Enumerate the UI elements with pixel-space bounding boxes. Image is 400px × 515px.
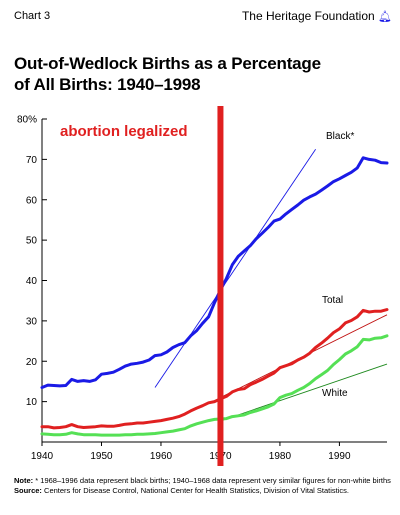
trend-line-white (220, 363, 388, 422)
y-tick-label-20: 20 (26, 357, 38, 368)
chart-title: Out-of-Wedlock Births as a Percentage of… (14, 53, 386, 95)
trend-line-black (154, 149, 316, 388)
x-tick-label-1960: 1960 (150, 451, 173, 462)
series-line-total (40, 308, 389, 430)
y-tick-label-10: 10 (26, 397, 38, 408)
source-line: Source: Centers for Disease Control, Nat… (14, 486, 398, 496)
series-line-white (40, 334, 389, 437)
series-label-black: Black* (326, 131, 354, 142)
source-label: Source: (14, 486, 42, 495)
x-tick-label-1950: 1950 (90, 451, 113, 462)
y-tick-label-60: 60 (26, 195, 38, 206)
trend-lines (154, 149, 388, 422)
publisher-name: The Heritage Foundation (241, 9, 375, 23)
y-tick-label-40: 40 (26, 276, 38, 287)
series-label-total: Total (322, 295, 343, 306)
series-line-black (40, 156, 389, 389)
annotations: abortion legalized (60, 106, 224, 466)
axes: 1020304050607080%19401950196019701980199… (17, 115, 387, 462)
chart-title-line-2: of All Births: 1940–1998 (14, 75, 201, 94)
x-tick-label-1980: 1980 (269, 451, 292, 462)
chart-number-label: Chart 3 (14, 10, 51, 22)
y-tick-label-80: 80% (17, 115, 37, 126)
note-line: Note: * 1968–1996 data represent black b… (14, 476, 398, 486)
publisher-logo: The Heritage Foundation 🔔︎ (242, 9, 392, 23)
y-tick-label-30: 30 (26, 316, 38, 327)
chart-title-line-1: Out-of-Wedlock Births as a Percentage (14, 54, 321, 73)
note-text: * 1968–1996 data represent black births;… (35, 476, 391, 485)
series-label-white: White (322, 388, 348, 399)
footnote: Note: * 1968–1996 data represent black b… (14, 476, 398, 496)
annotation-abortion-legalized: abortion legalized (60, 123, 188, 140)
y-tick-label-50: 50 (26, 236, 38, 247)
note-label: Note: (14, 476, 34, 485)
series-labels: Black* Total White (322, 131, 354, 399)
series-lines (40, 156, 389, 437)
bell-icon: 🔔︎ (378, 11, 392, 23)
x-tick-label-1940: 1940 (31, 451, 54, 462)
x-tick-label-1990: 1990 (328, 451, 351, 462)
y-tick-label-70: 70 (26, 155, 38, 166)
source-text: Centers for Disease Control, National Ce… (44, 486, 350, 495)
